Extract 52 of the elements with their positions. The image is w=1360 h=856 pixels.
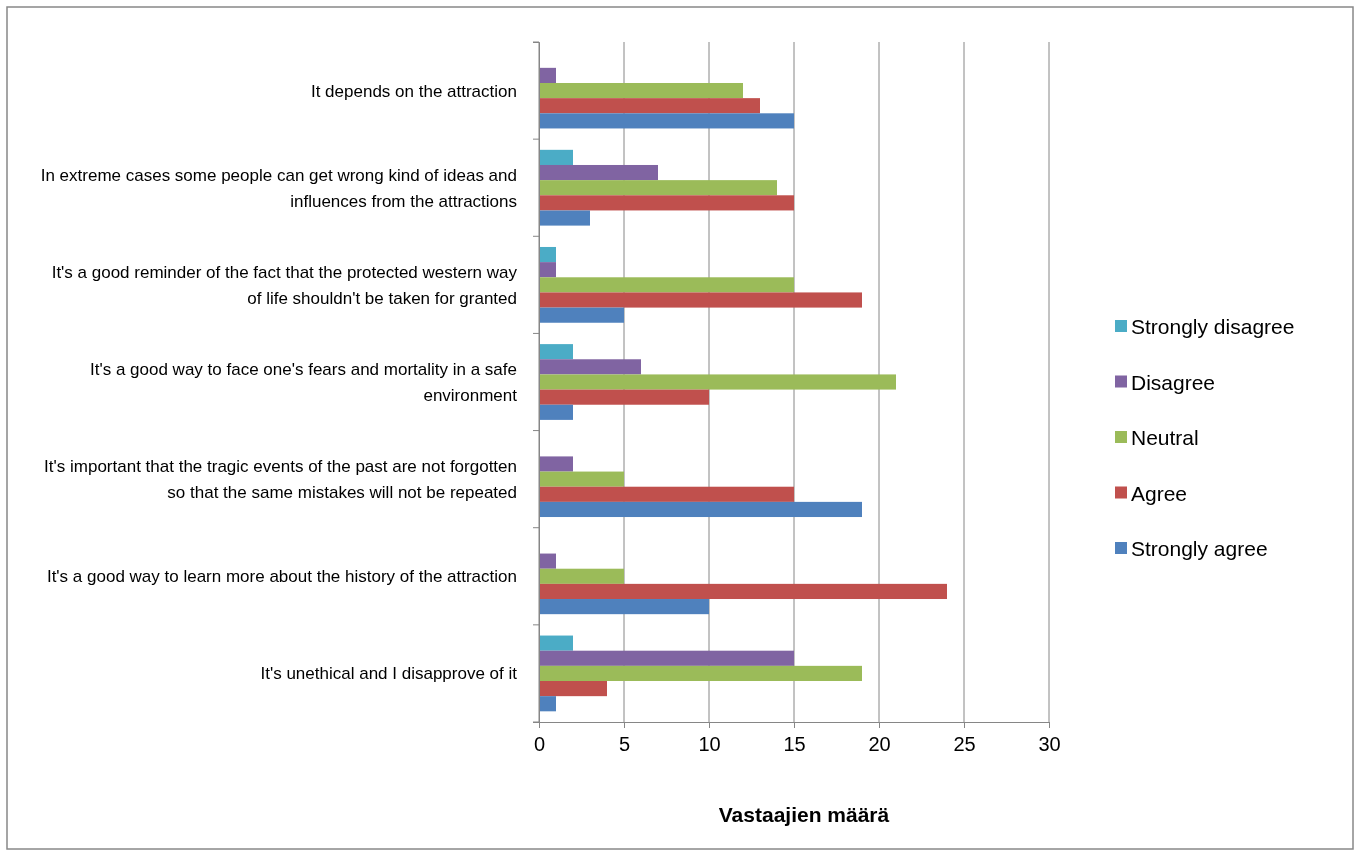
bar bbox=[539, 389, 709, 405]
bar bbox=[539, 635, 573, 651]
x-tick-label: 10 bbox=[698, 733, 721, 755]
bar bbox=[539, 501, 862, 518]
bar bbox=[539, 344, 573, 360]
y-tick-label: It's important that the tragic events of the past are not forgotten so that the same mistakes will not be repeated bbox=[44, 457, 517, 503]
bar bbox=[539, 307, 624, 323]
legend-label: Disagree bbox=[1131, 370, 1216, 394]
bar bbox=[539, 471, 624, 487]
bar bbox=[539, 149, 573, 165]
bar bbox=[539, 292, 862, 308]
x-tick-label: 25 bbox=[953, 733, 976, 755]
bar bbox=[539, 456, 573, 472]
legend-label: Strongly disagree bbox=[1131, 315, 1295, 338]
bar bbox=[539, 82, 743, 99]
x-tick-label: 30 bbox=[1038, 733, 1061, 755]
bar bbox=[539, 359, 641, 375]
bar bbox=[539, 583, 947, 600]
bar bbox=[539, 404, 573, 420]
bar bbox=[539, 681, 607, 697]
bar bbox=[539, 98, 760, 114]
bar bbox=[539, 696, 556, 712]
x-tick-label: 5 bbox=[618, 733, 631, 755]
bar bbox=[539, 486, 794, 502]
legend-label: Strongly agree bbox=[1131, 537, 1268, 560]
x-tick-label: 0 bbox=[533, 733, 546, 755]
bar bbox=[539, 553, 556, 569]
y-tick-label: It's unethical and I disapprove of it bbox=[260, 664, 518, 684]
y-tick-label: It's a good way to learn more about the history of the attraction bbox=[46, 567, 517, 587]
y-tick-label: It depends on the attraction bbox=[310, 81, 517, 101]
bar bbox=[539, 262, 556, 278]
bar bbox=[539, 195, 794, 211]
x-axis-title: Vastaajien määrä bbox=[718, 803, 890, 826]
bar bbox=[539, 180, 777, 196]
bar bbox=[539, 374, 896, 390]
x-tick-label: 20 bbox=[868, 733, 891, 755]
bar bbox=[539, 113, 794, 129]
bar bbox=[539, 650, 794, 666]
bar bbox=[539, 568, 624, 584]
x-tick-label: 15 bbox=[783, 733, 806, 755]
legend-label: Agree bbox=[1131, 481, 1188, 505]
bar bbox=[539, 277, 794, 293]
bar bbox=[539, 210, 590, 226]
y-tick-label: It's a good way to face one's fears and mortality in a safe environment bbox=[89, 360, 518, 405]
y-tick-label: In extreme cases some people can get wrong kind of ideas and influences from the attractions bbox=[40, 165, 517, 211]
y-tick-label: It's a good reminder of the fact that the protected western way of life shouldn't be taken for granted bbox=[51, 262, 518, 308]
bar bbox=[539, 67, 556, 83]
bar bbox=[539, 164, 658, 181]
bar bbox=[539, 599, 709, 615]
legend-label: Neutral bbox=[1131, 426, 1199, 449]
bar bbox=[539, 665, 862, 682]
bar bbox=[539, 246, 556, 263]
